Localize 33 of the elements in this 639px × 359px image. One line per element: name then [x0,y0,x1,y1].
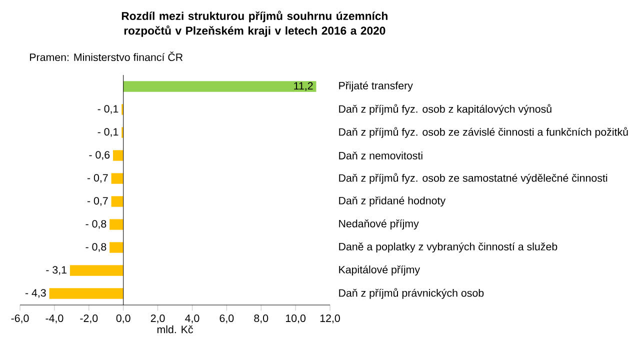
y-tick-label: Daň z příjmů fyz. osob z kapitálových výnosů [339,104,552,115]
data-label: - 0,1 [98,105,118,114]
data-label: - 4,3 [25,289,46,298]
data-label: - 0,8 [86,243,106,252]
data-label: 11,2 [294,82,313,91]
y-tick-label: Přijaté transfery [339,81,413,92]
chart-title: Rozdíl mezi strukturou příjmů souhrnu územních rozpočtů v Plzeňském kraji v letech 2016 a 2020 [122,10,388,37]
x-tick-label: 10,0 [286,314,306,324]
x-tick-label: 2,0 [150,314,165,324]
x-tick-label: -2,0 [80,314,98,324]
y-tick-label: Daň z příjmů právnických osob [339,288,484,299]
y-tick-label: Kapitálové příjmy [339,265,420,276]
x-tick-label: 8,0 [254,314,268,324]
data-label: - 0,7 [87,174,108,183]
y-tick-label: Daň z příjmů fyz. osob ze závislé činnosti a funkčních požitků [339,127,628,138]
x-tick-label: 0,0 [116,314,130,324]
x-tick-label: -6,0 [11,314,29,324]
data-label: - 0,8 [86,220,106,229]
y-tick-label: Daň z příjmů fyz. osob ze samostatné výdělečné činnosti [339,173,608,184]
y-tick-label: Daň z nemovitosti [339,152,422,160]
data-label: - 0,6 [89,151,110,160]
x-tick-label: 12,0 [320,314,340,324]
x-tick-label: 4,0 [185,314,200,324]
x-tick-label: -4,0 [46,314,64,324]
x-tick-label: 6,0 [220,314,234,324]
text: Pramen: Ministerstvo financí ČR [30,52,183,62]
data-label: - 0,1 [98,128,118,137]
y-tick-label: Nedaňové příjmy [339,219,419,230]
y-tick-label: Daně a poplatky z vybraných činností a služeb [339,242,558,253]
x-axis-title: mld. Kč [157,325,193,334]
y-tick-label: Daň z přidané hodnoty [339,196,446,207]
data-label: - 3,1 [46,266,66,275]
data-label: - 0,7 [87,197,108,206]
